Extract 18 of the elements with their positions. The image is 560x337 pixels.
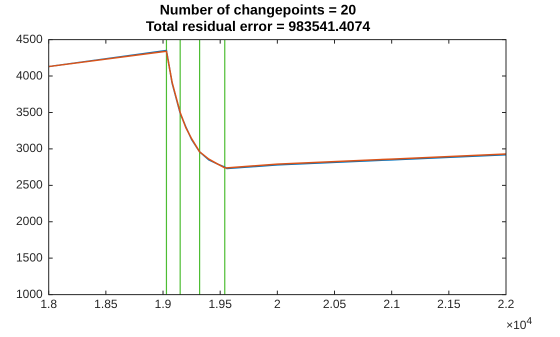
y-tick-label: 4500 — [16, 32, 44, 46]
y-tick-label: 4000 — [16, 68, 44, 82]
y-tick-label: 1500 — [16, 250, 44, 264]
chart-title: Number of changepoints = 20 — [160, 1, 356, 18]
x-tick-label: 1.9 — [154, 297, 172, 312]
y-tick-label: 3000 — [16, 141, 44, 156]
x-tick-label: 2.05 — [322, 297, 347, 312]
x-tick-label: 2 — [274, 297, 282, 312]
x-tick-label: 2.1 — [383, 297, 400, 312]
text: ×10$^{4}$ — [506, 316, 532, 332]
y-tick-label: 2000 — [16, 214, 44, 228]
x-tick-label: 1.95 — [208, 297, 232, 312]
y-tick-label: 3500 — [16, 104, 44, 119]
y-tick-label: 2500 — [16, 178, 44, 192]
x-tick-label: 1.85 — [94, 297, 118, 312]
chart-subtitle: Total residual error = 983541.4074 — [146, 18, 370, 34]
x-tick-label: 2.15 — [437, 297, 461, 312]
x-tick-label: 2.2 — [498, 297, 515, 312]
